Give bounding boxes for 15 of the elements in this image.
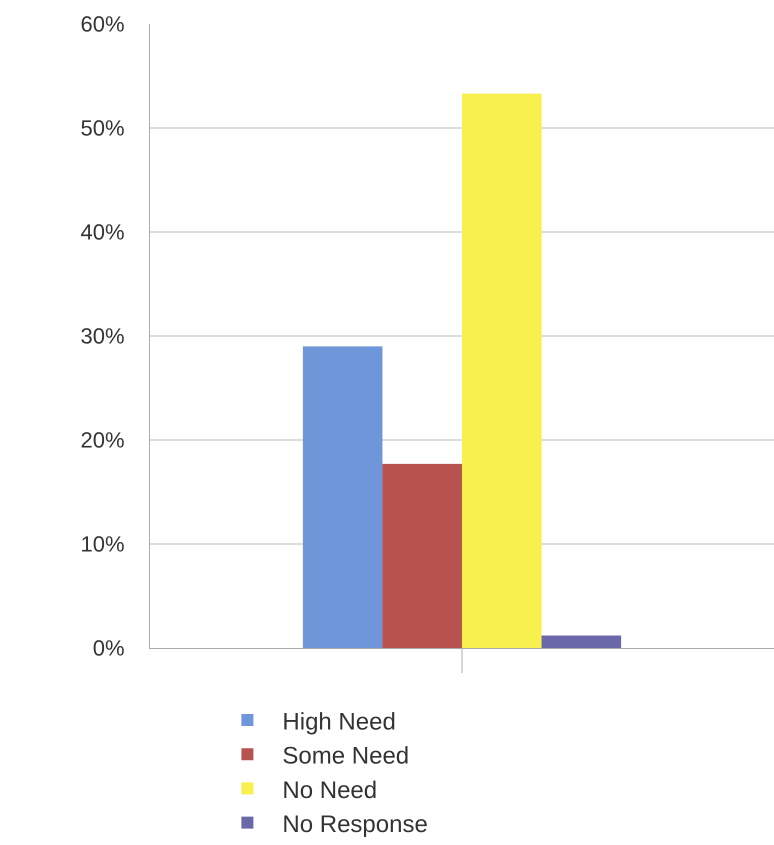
y-tick-label: 0% xyxy=(92,636,125,661)
bar xyxy=(302,346,382,648)
bar xyxy=(462,94,542,648)
bar xyxy=(382,464,462,648)
y-tick-label: 60% xyxy=(80,12,125,37)
y-tick-label: 30% xyxy=(80,324,125,349)
y-tick-label: 20% xyxy=(80,428,125,453)
y-tick-label: 40% xyxy=(80,220,125,245)
legend-label: High Need xyxy=(282,708,396,736)
y-tick-label: 10% xyxy=(80,532,125,557)
legend-label: Some Need xyxy=(282,742,410,770)
legend-label: No Need xyxy=(282,776,378,804)
y-tick-label: 50% xyxy=(80,116,125,141)
bar xyxy=(542,636,622,648)
legend-label: No Response xyxy=(282,810,428,838)
